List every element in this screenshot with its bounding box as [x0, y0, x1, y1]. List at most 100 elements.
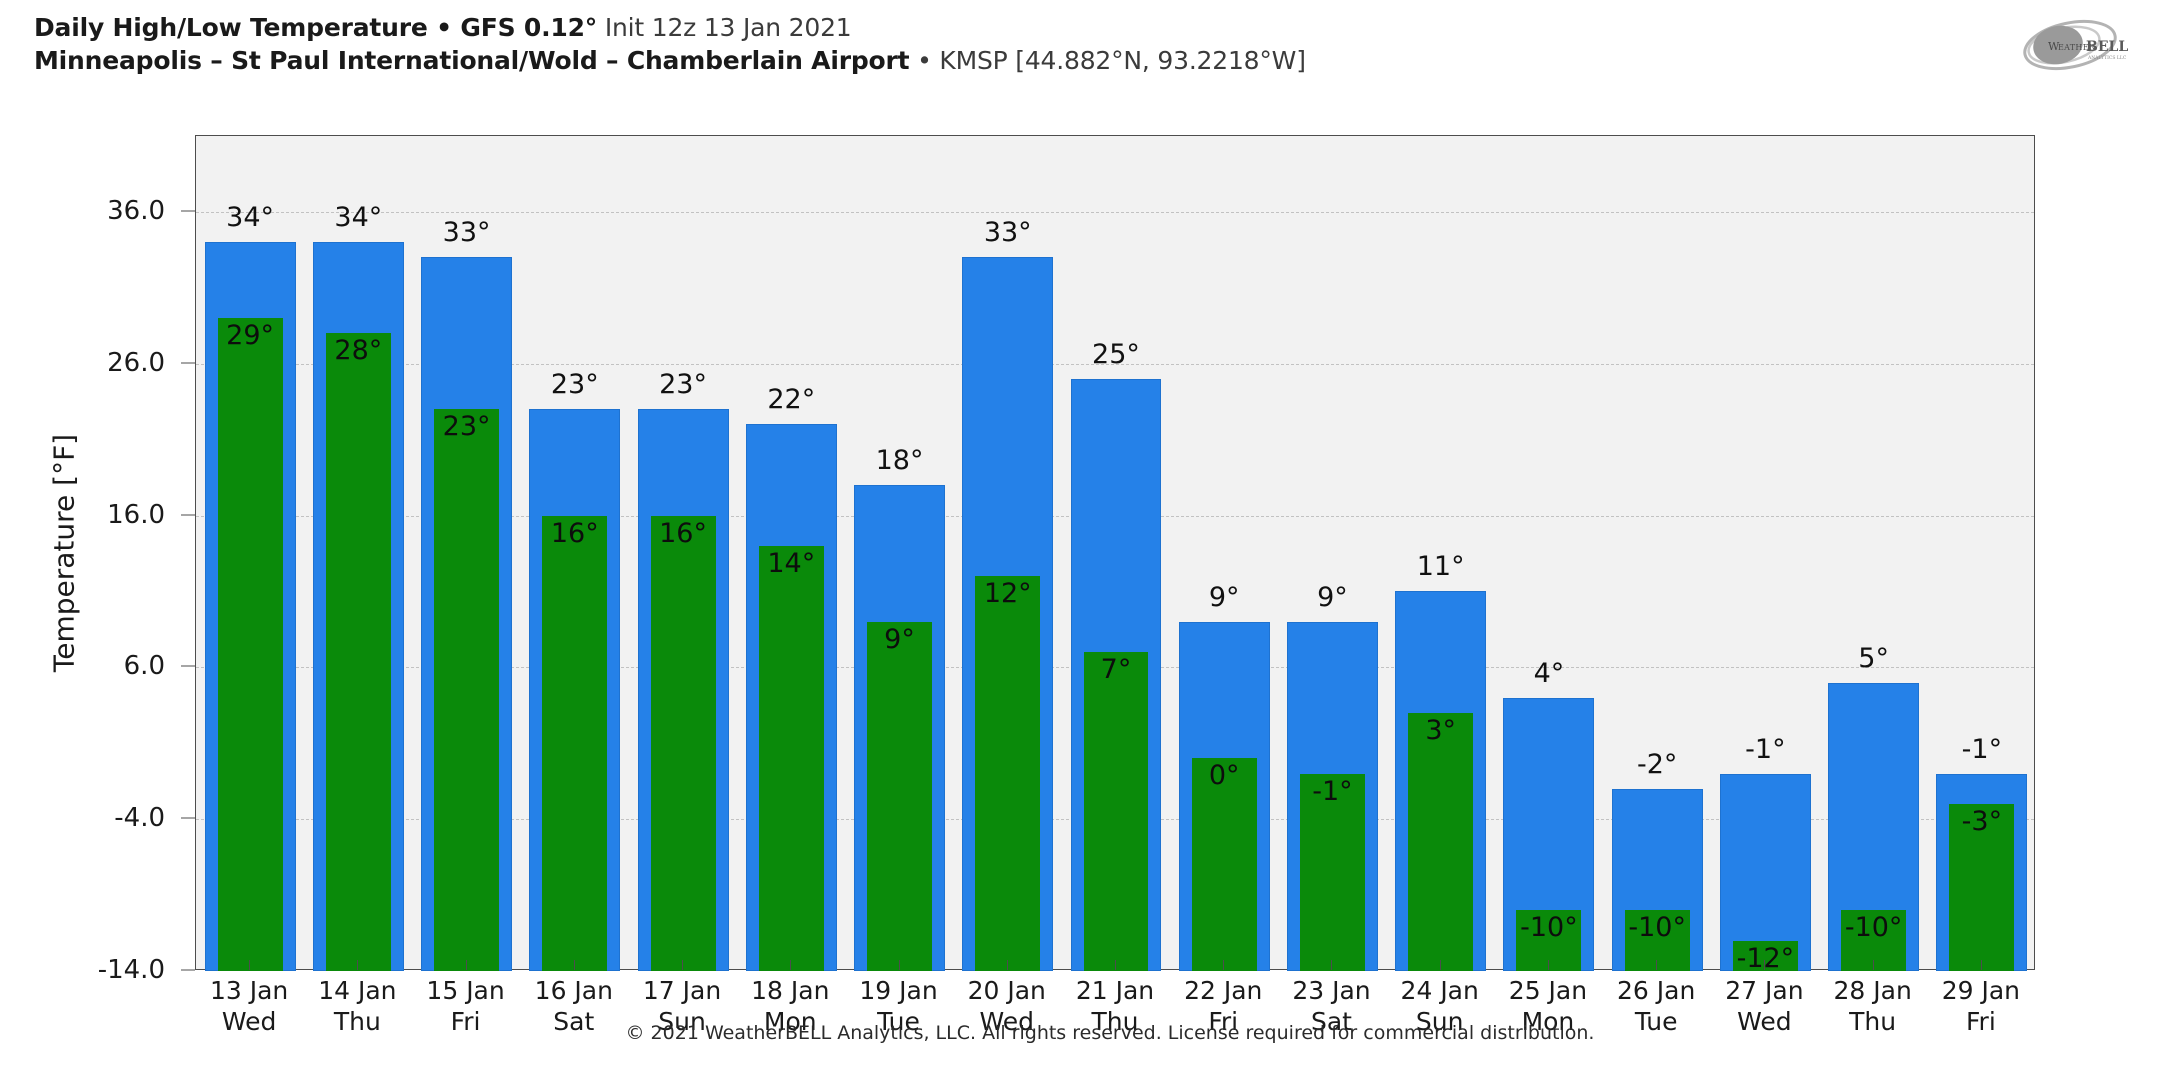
- bar-group[interactable]: 22° 14°: [737, 136, 845, 971]
- x-axis-tick-date: 19 Jan: [859, 976, 938, 1005]
- bar-high-temperature[interactable]: [1719, 773, 1811, 971]
- bar-low-temperature[interactable]: [1299, 773, 1365, 971]
- x-axis-tick-date: 28 Jan: [1833, 976, 1912, 1005]
- x-axis-tick-date: 15 Jan: [426, 976, 505, 1005]
- bar-low-temperature[interactable]: [758, 545, 824, 971]
- svg-text:BELL: BELL: [2086, 39, 2128, 55]
- x-axis-tick-date: 13 Jan: [209, 976, 289, 1005]
- y-axis-tick-label: 26.0: [107, 347, 165, 378]
- x-axis-tick-weekday: Wed: [1737, 1006, 1792, 1036]
- bar-group[interactable]: 9° -1°: [1278, 136, 1386, 971]
- bar-high-value-label: 22°: [767, 384, 816, 416]
- plot-inner: 34° 29° 34° 28° 33° 23° 23° 16° 23° 16° 22° 14° 18° 9…: [196, 136, 2036, 974]
- bar-high-value-label: 11°: [1416, 551, 1465, 583]
- x-axis-tick-mark: [1331, 960, 1333, 970]
- x-axis-tick-label: 26 Jan Tue: [1617, 976, 1695, 1037]
- subtitle-separator: •: [909, 45, 940, 75]
- bar-high-value-label: -1°: [1745, 733, 1786, 765]
- x-axis-tick-mark: [790, 960, 792, 970]
- x-axis-tick-mark: [465, 960, 467, 970]
- bar-low-temperature[interactable]: [867, 621, 932, 971]
- page-title: Daily High/Low Temperature • GFS 0.12° I…: [34, 12, 1934, 45]
- x-axis-tick-mark: [1547, 960, 1549, 970]
- y-axis-tick-label: 6.0: [123, 651, 165, 682]
- svg-text:EATHER: EATHER: [2058, 43, 2096, 52]
- x-axis-tick-date: 23 Jan: [1292, 976, 1371, 1005]
- y-axis-tick-mark: [181, 969, 195, 971]
- x-axis-tick-date: 18 Jan: [751, 976, 830, 1005]
- x-axis-tick-weekday: Tue: [1634, 1006, 1678, 1036]
- bar-group[interactable]: -1° -3°: [1928, 136, 2036, 971]
- bar-low-temperature[interactable]: [650, 515, 716, 971]
- x-axis-tick-weekday: Thu: [1849, 1006, 1897, 1036]
- x-axis-tick-label: 27 Jan Wed: [1725, 976, 1803, 1037]
- x-axis-tick-mark: [1006, 960, 1008, 970]
- bar-group[interactable]: -2° -10°: [1603, 136, 1711, 971]
- x-axis-tick-label: 16 Jan Sat: [535, 976, 613, 1037]
- bar-high-value-label: 25°: [1092, 338, 1140, 370]
- x-axis-tick-date: 14 Jan: [318, 976, 397, 1005]
- y-axis-tick-label: -4.0: [114, 803, 165, 834]
- bar-group[interactable]: 34° 28°: [304, 136, 412, 971]
- bar-low-temperature[interactable]: [1083, 652, 1149, 971]
- x-axis-tick-label: 22 Jan Fri: [1184, 976, 1262, 1037]
- svg-text:W: W: [2048, 40, 2060, 53]
- x-axis-tick-weekday: Fri: [1208, 1006, 1239, 1036]
- x-axis-tick-date: 20 Jan: [967, 976, 1046, 1005]
- bar-group[interactable]: 11° 3°: [1387, 136, 1495, 971]
- bar-high-value-label: 23°: [550, 369, 599, 401]
- bar-low-value-label: 9°: [884, 623, 915, 655]
- bar-high-value-label: -2°: [1636, 748, 1678, 780]
- bar-high-value-label: 33°: [442, 217, 491, 249]
- y-axis-tick-label: 16.0: [107, 499, 165, 530]
- title-degree-symbol: °: [584, 13, 598, 42]
- x-axis-tick-date: 25 Jan: [1508, 976, 1588, 1005]
- bar-high-value-label: 4°: [1533, 657, 1565, 689]
- bar-group[interactable]: 4° -10°: [1495, 136, 1603, 971]
- x-axis-tick-weekday: Sat: [553, 1006, 595, 1036]
- x-axis-tick-label: 18 Jan Mon: [751, 976, 829, 1037]
- bar-group[interactable]: 25° 7°: [1062, 136, 1170, 971]
- bar-group[interactable]: 33° 23°: [412, 136, 520, 971]
- bar-group[interactable]: 18° 9°: [845, 136, 953, 971]
- bar-low-temperature[interactable]: [975, 576, 1041, 971]
- x-axis-tick-weekday: Wed: [979, 1006, 1035, 1036]
- chart-header: Daily High/Low Temperature • GFS 0.12° I…: [34, 12, 1934, 77]
- weatherbell-logo-icon: W EATHER BELL ANALYTICS LLC: [2023, 19, 2128, 71]
- bar-low-temperature[interactable]: [1191, 758, 1257, 971]
- bar-low-value-label: 12°: [983, 578, 1032, 610]
- x-axis-tick-mark: [682, 960, 684, 970]
- x-axis-tick-mark: [1764, 960, 1766, 970]
- x-axis-tick-mark: [1439, 960, 1441, 970]
- x-axis-tick-mark: [1115, 960, 1116, 970]
- bar-group[interactable]: 5° -10°: [1820, 136, 1928, 971]
- bar-group[interactable]: 34° 29°: [196, 136, 304, 971]
- bar-low-temperature[interactable]: [1949, 804, 2015, 971]
- bar-low-value-label: 29°: [226, 320, 275, 352]
- bar-low-temperature[interactable]: [217, 318, 283, 971]
- x-axis-tick-label: 24 Jan Sun: [1401, 976, 1479, 1037]
- x-axis: 13 Jan Wed 14 Jan Thu 15 Jan Fri 16 Jan Sat 17 J…: [195, 960, 2035, 1045]
- bar-group[interactable]: 9° 0°: [1170, 136, 1278, 971]
- bar-low-temperature[interactable]: [434, 409, 500, 971]
- bar-group[interactable]: 33° 12°: [954, 136, 1062, 971]
- x-axis-tick-date: 22 Jan: [1184, 976, 1263, 1005]
- title-main: Daily High/Low Temperature • GFS 0.12: [34, 13, 585, 42]
- bar-low-temperature[interactable]: [1408, 712, 1474, 971]
- bar-group[interactable]: 23° 16°: [629, 136, 737, 971]
- x-axis-tick-weekday: Sun: [658, 1006, 706, 1036]
- bar-low-temperature[interactable]: [542, 515, 608, 971]
- x-axis-tick-weekday: Thu: [1091, 1006, 1139, 1036]
- bar-group[interactable]: 23° 16°: [521, 136, 629, 971]
- x-axis-tick-label: 17 Jan Sun: [643, 976, 721, 1037]
- x-axis-tick-label: 23 Jan Sat: [1292, 976, 1370, 1037]
- bar-group[interactable]: -1° -12°: [1711, 136, 1819, 974]
- bar-low-value-label: 16°: [659, 517, 707, 549]
- x-axis-tick-weekday: Mon: [1521, 1006, 1575, 1036]
- x-axis-tick-weekday: Fri: [1965, 1006, 1996, 1036]
- x-axis-tick-date: 24 Jan: [1400, 976, 1479, 1005]
- bar-low-temperature[interactable]: [325, 333, 391, 971]
- x-axis-tick-label: 28 Jan Thu: [1833, 976, 1911, 1037]
- bar-low-value-label: 3°: [1425, 714, 1457, 746]
- x-axis-tick-date: 16 Jan: [534, 976, 613, 1005]
